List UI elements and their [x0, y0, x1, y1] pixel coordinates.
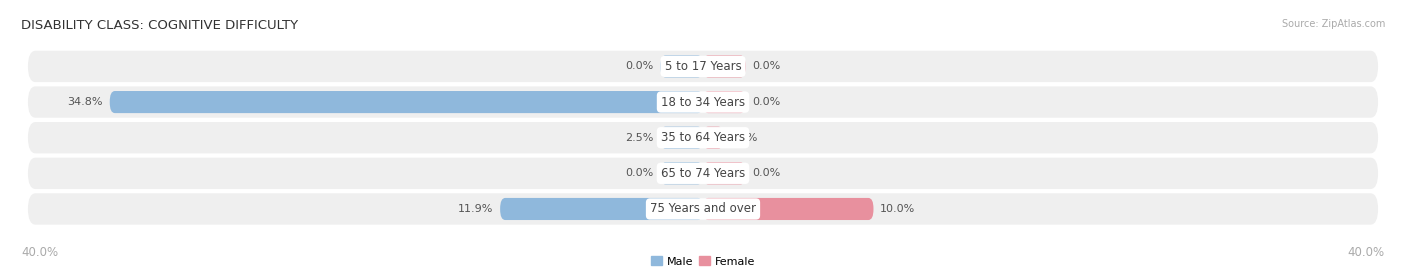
Text: 34.8%: 34.8% [67, 97, 103, 107]
Text: 0.0%: 0.0% [626, 61, 654, 72]
Text: 1.2%: 1.2% [730, 133, 759, 143]
Text: 40.0%: 40.0% [21, 246, 58, 259]
FancyBboxPatch shape [661, 162, 703, 184]
FancyBboxPatch shape [28, 193, 1378, 225]
Text: 35 to 64 Years: 35 to 64 Years [661, 131, 745, 144]
Text: 0.0%: 0.0% [626, 168, 654, 178]
Text: 0.0%: 0.0% [752, 168, 780, 178]
FancyBboxPatch shape [703, 91, 745, 113]
FancyBboxPatch shape [703, 198, 873, 220]
FancyBboxPatch shape [28, 122, 1378, 153]
Text: 18 to 34 Years: 18 to 34 Years [661, 96, 745, 109]
Text: DISABILITY CLASS: COGNITIVE DIFFICULTY: DISABILITY CLASS: COGNITIVE DIFFICULTY [21, 19, 298, 32]
FancyBboxPatch shape [110, 91, 703, 113]
Text: 40.0%: 40.0% [1348, 246, 1385, 259]
Text: Source: ZipAtlas.com: Source: ZipAtlas.com [1281, 19, 1385, 29]
FancyBboxPatch shape [703, 127, 724, 149]
FancyBboxPatch shape [661, 55, 703, 77]
FancyBboxPatch shape [28, 158, 1378, 189]
FancyBboxPatch shape [703, 55, 745, 77]
FancyBboxPatch shape [661, 127, 703, 149]
Text: 11.9%: 11.9% [458, 204, 494, 214]
Text: 0.0%: 0.0% [752, 97, 780, 107]
FancyBboxPatch shape [501, 198, 703, 220]
Text: 10.0%: 10.0% [880, 204, 915, 214]
FancyBboxPatch shape [703, 162, 745, 184]
Legend: Male, Female: Male, Female [647, 252, 759, 270]
Text: 75 Years and over: 75 Years and over [650, 202, 756, 215]
Text: 5 to 17 Years: 5 to 17 Years [665, 60, 741, 73]
FancyBboxPatch shape [28, 86, 1378, 118]
Text: 2.5%: 2.5% [626, 133, 654, 143]
FancyBboxPatch shape [28, 51, 1378, 82]
Text: 0.0%: 0.0% [752, 61, 780, 72]
Text: 65 to 74 Years: 65 to 74 Years [661, 167, 745, 180]
